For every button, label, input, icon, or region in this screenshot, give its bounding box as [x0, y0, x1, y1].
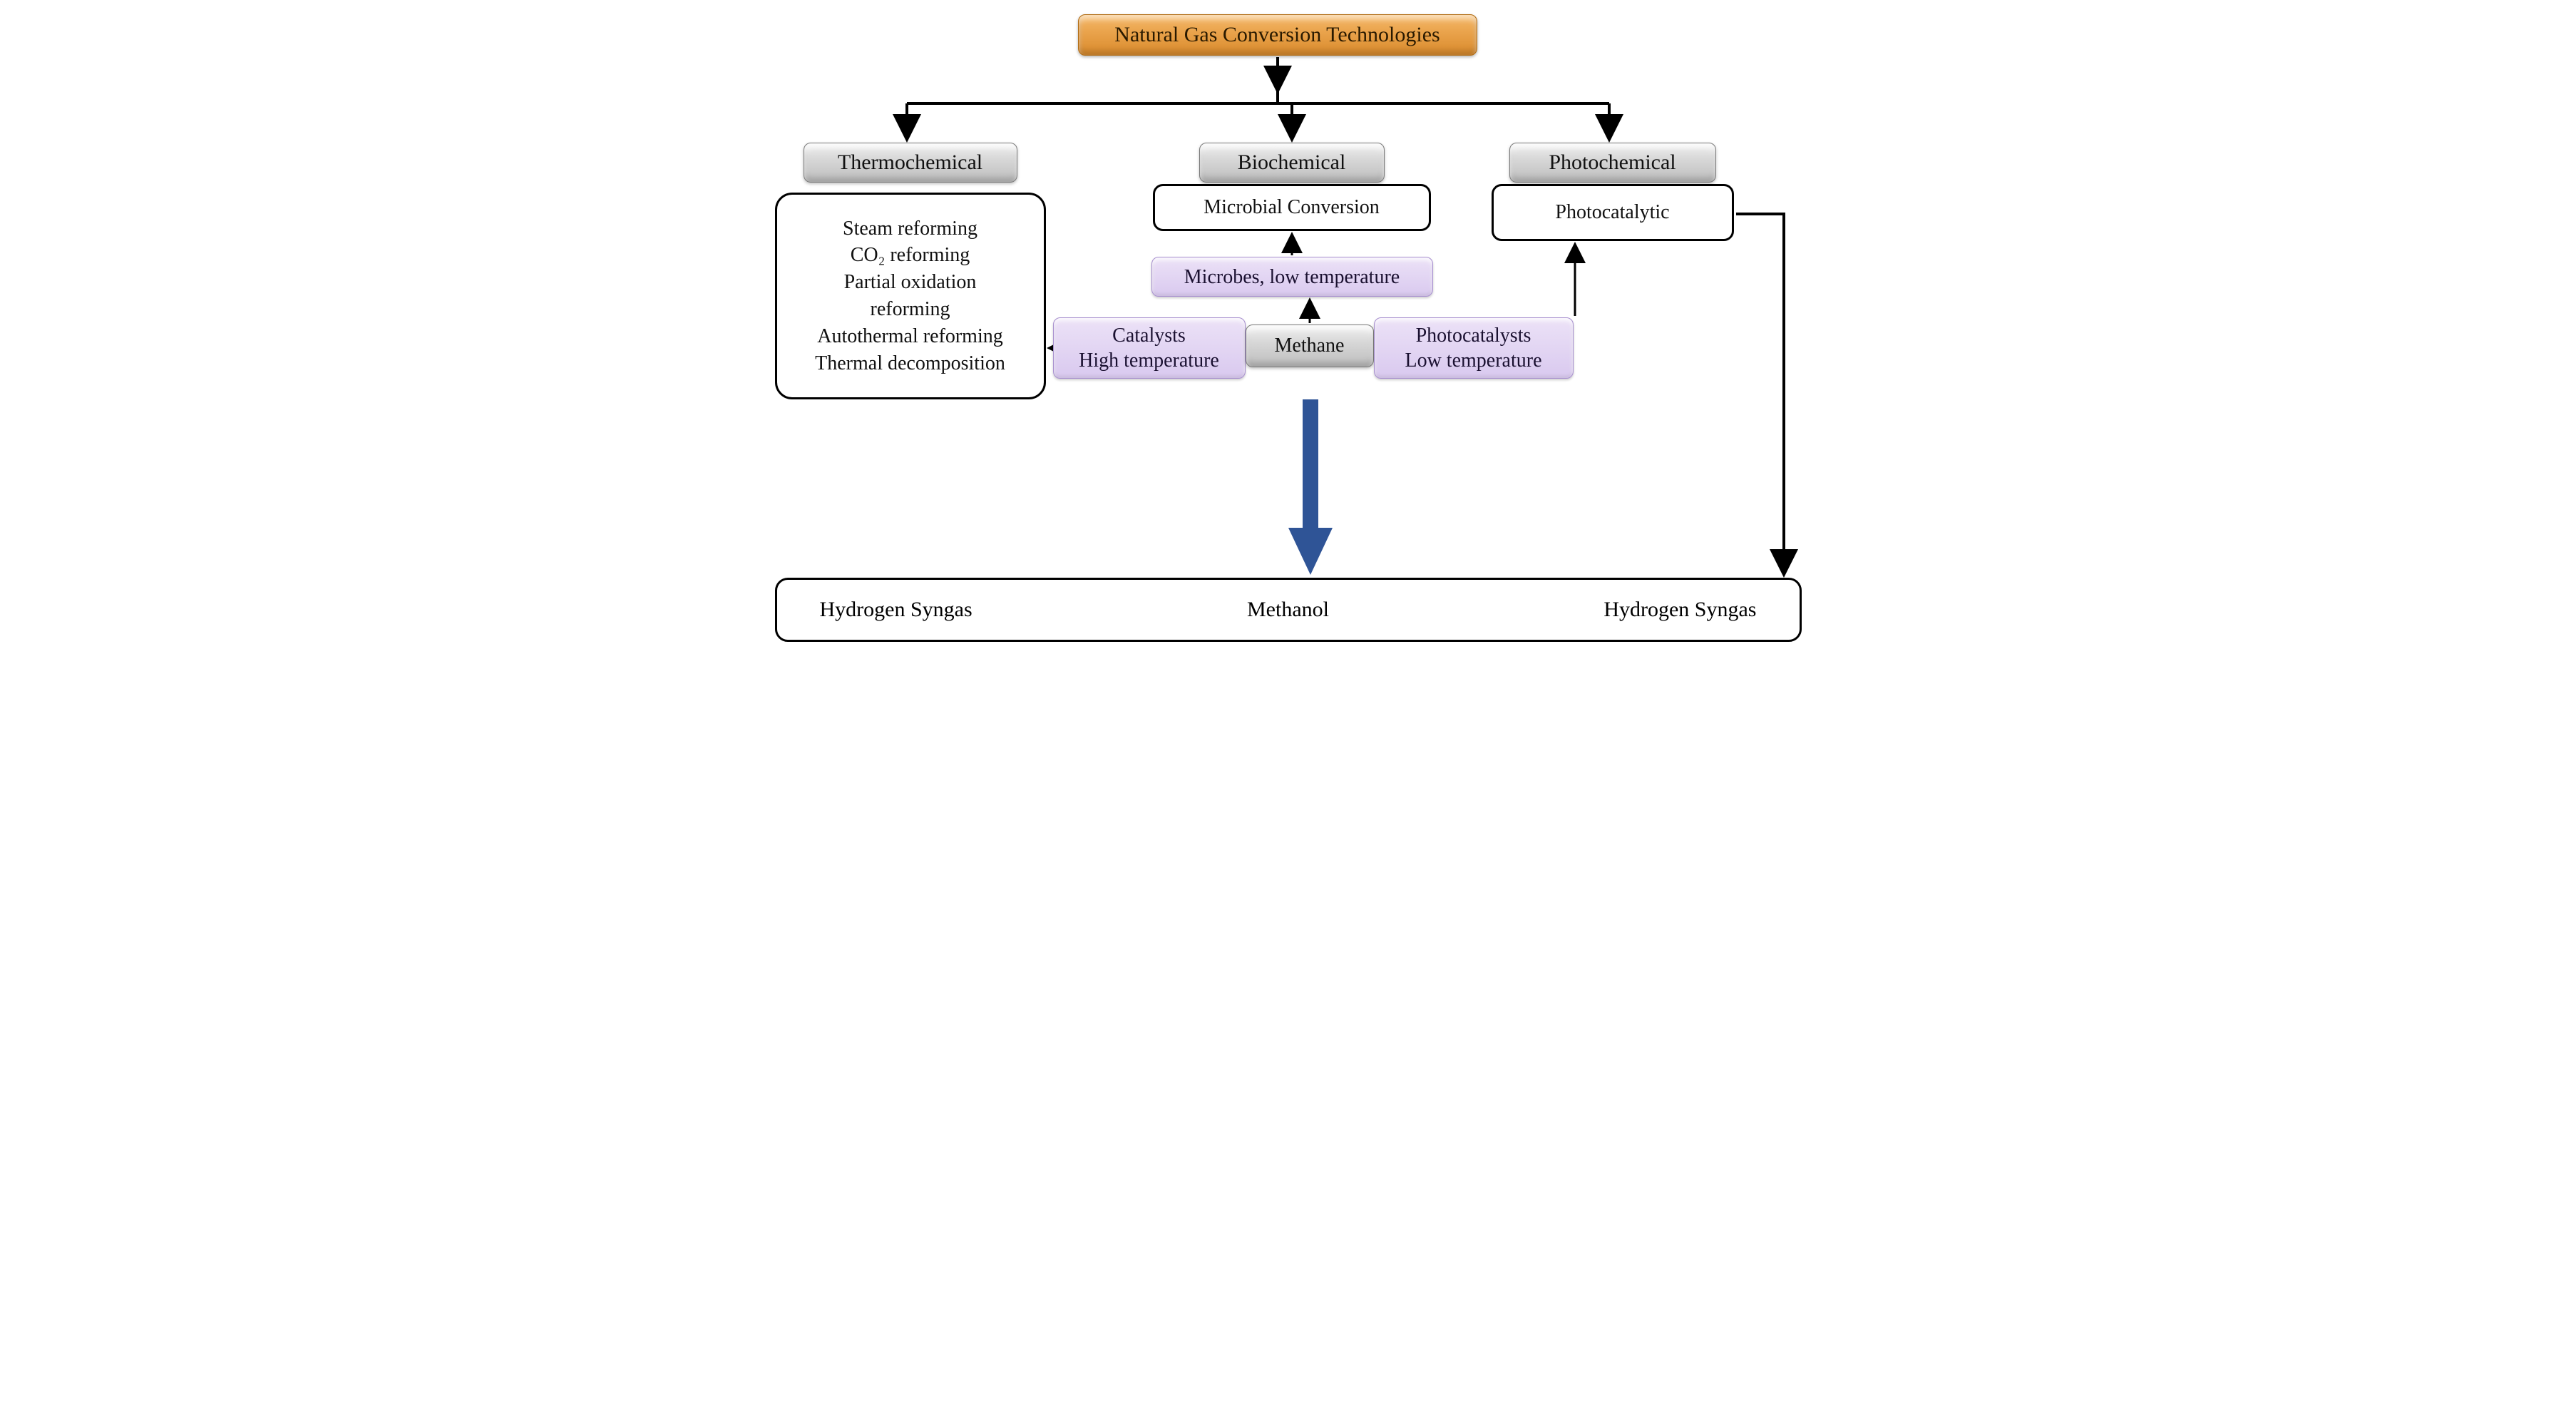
catalysts-text: Catalysts High temperature: [1079, 323, 1219, 373]
photochemical-card: Photocatalytic: [1492, 184, 1734, 241]
microbes-box: Microbes, low temperature: [1151, 257, 1433, 297]
title-box: Natural Gas Conversion Technologies: [1078, 14, 1477, 56]
biochemical-card-text: Microbial Conversion: [1204, 196, 1380, 219]
outputs-mid: Methanol: [1247, 598, 1329, 622]
thermo-line-3: reforming: [871, 296, 950, 323]
catalysts-box: Catalysts High temperature: [1053, 317, 1246, 379]
diagram-stage: Natural Gas Conversion Technologies Ther…: [754, 0, 1823, 685]
methane-box: Methane: [1246, 325, 1374, 367]
biochemical-card: Microbial Conversion: [1153, 184, 1431, 231]
photochemical-header: Photochemical: [1509, 143, 1716, 183]
thermo-line-4: Autothermal reforming: [817, 323, 1002, 350]
outputs-bar: Hydrogen Syngas Methanol Hydrogen Syngas: [775, 578, 1802, 642]
outputs-left: Hydrogen Syngas: [820, 598, 973, 622]
photocatalysts-box: Photocatalysts Low temperature: [1374, 317, 1574, 379]
title-text: Natural Gas Conversion Technologies: [1114, 23, 1440, 47]
thermochemical-card: Steam reforming CO₂ reforming Partial ox…: [775, 193, 1046, 399]
methane-text: Methane: [1275, 334, 1345, 357]
thermo-line-2: Partial oxidation: [844, 269, 977, 296]
thermochemical-label: Thermochemical: [838, 150, 982, 175]
outputs-right: Hydrogen Syngas: [1603, 598, 1756, 622]
big-blue-arrow: [1288, 399, 1333, 575]
photochemical-label: Photochemical: [1549, 150, 1676, 175]
photocatalysts-text: Photocatalysts Low temperature: [1405, 323, 1541, 373]
thermo-line-1: CO₂ reforming: [851, 242, 970, 269]
thermochemical-header: Thermochemical: [804, 143, 1017, 183]
thermo-line-5: Thermal decomposition: [815, 350, 1005, 377]
biochemical-label: Biochemical: [1238, 150, 1346, 175]
photochemical-card-text: Photocatalytic: [1555, 201, 1669, 224]
thermo-line-0: Steam reforming: [843, 215, 977, 242]
biochemical-header: Biochemical: [1199, 143, 1385, 183]
microbes-text: Microbes, low temperature: [1184, 265, 1400, 290]
